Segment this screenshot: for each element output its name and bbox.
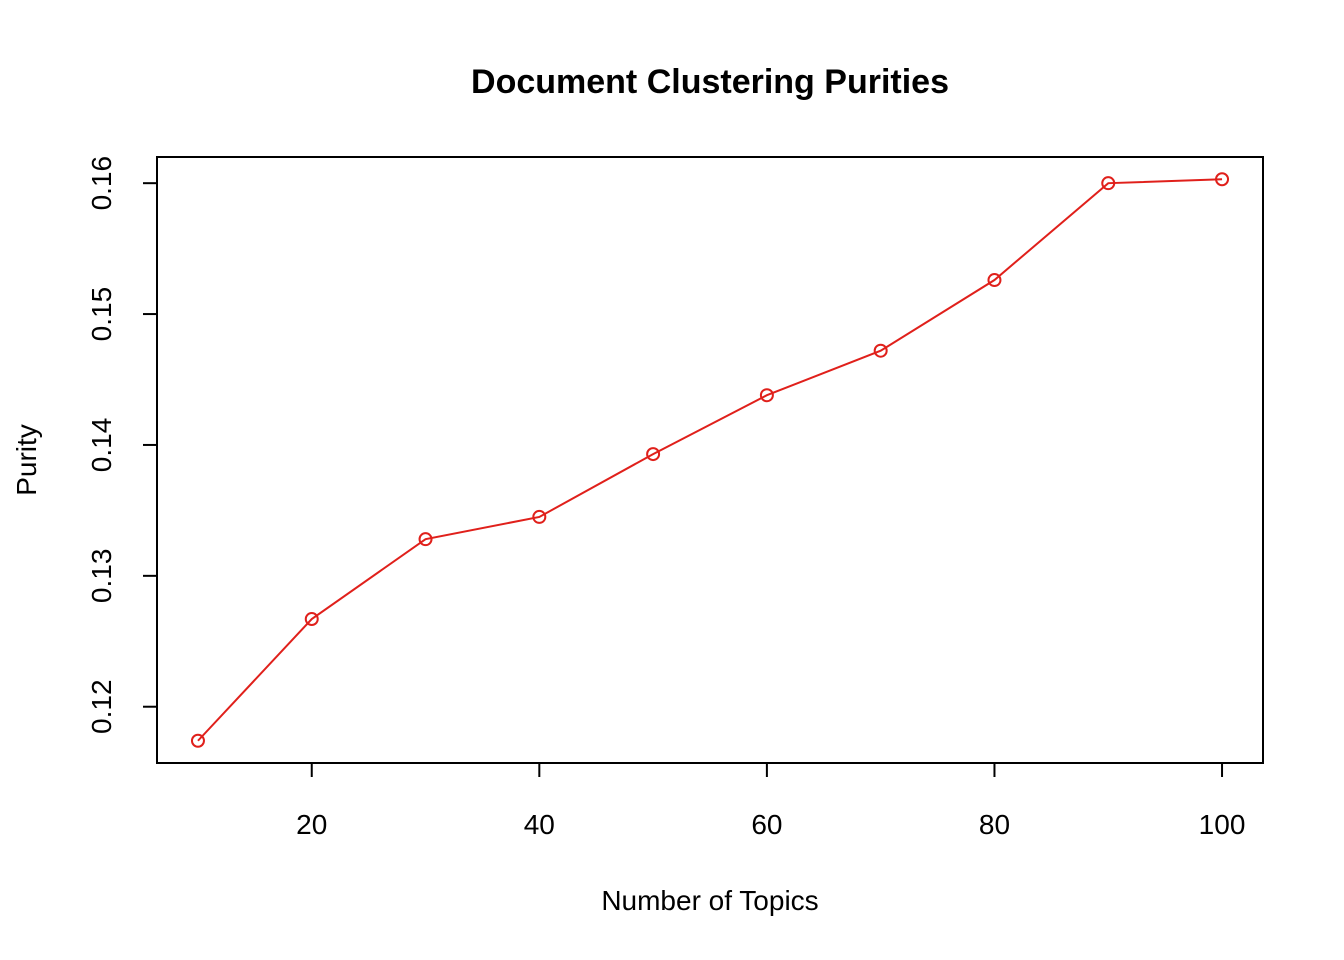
chart-title: Document Clustering Purities	[471, 63, 949, 101]
x-tick-label: 20	[296, 809, 327, 840]
data-point	[532, 509, 547, 524]
data-point	[759, 388, 774, 403]
y-tick-label: 0.12	[86, 679, 117, 734]
x-tick-label: 60	[751, 809, 782, 840]
data-point	[1215, 172, 1230, 187]
x-axis: 20 40 60 80 100	[296, 762, 1246, 840]
x-tick-label: 80	[979, 809, 1010, 840]
series-layer	[190, 172, 1230, 748]
y-tick-label: 0.16	[86, 156, 117, 211]
series-line	[197, 178, 1223, 742]
data-point	[987, 273, 1002, 288]
y-axis-label: Purity	[11, 424, 42, 496]
data-point	[873, 343, 888, 358]
data-point	[1101, 176, 1116, 191]
y-tick-label: 0.13	[86, 549, 117, 604]
x-tick-label: 100	[1199, 809, 1246, 840]
x-axis-label: Number of Topics	[601, 885, 818, 916]
y-tick-label: 0.14	[86, 418, 117, 473]
y-tick-label: 0.15	[86, 287, 117, 342]
data-point	[190, 733, 205, 748]
data-point	[418, 532, 433, 547]
x-tick-label: 40	[524, 809, 555, 840]
plot-frame	[156, 156, 1264, 764]
data-point	[646, 447, 661, 462]
data-point	[304, 612, 319, 627]
y-axis: 0.12 0.13 0.14 0.15 0.16	[86, 156, 158, 734]
